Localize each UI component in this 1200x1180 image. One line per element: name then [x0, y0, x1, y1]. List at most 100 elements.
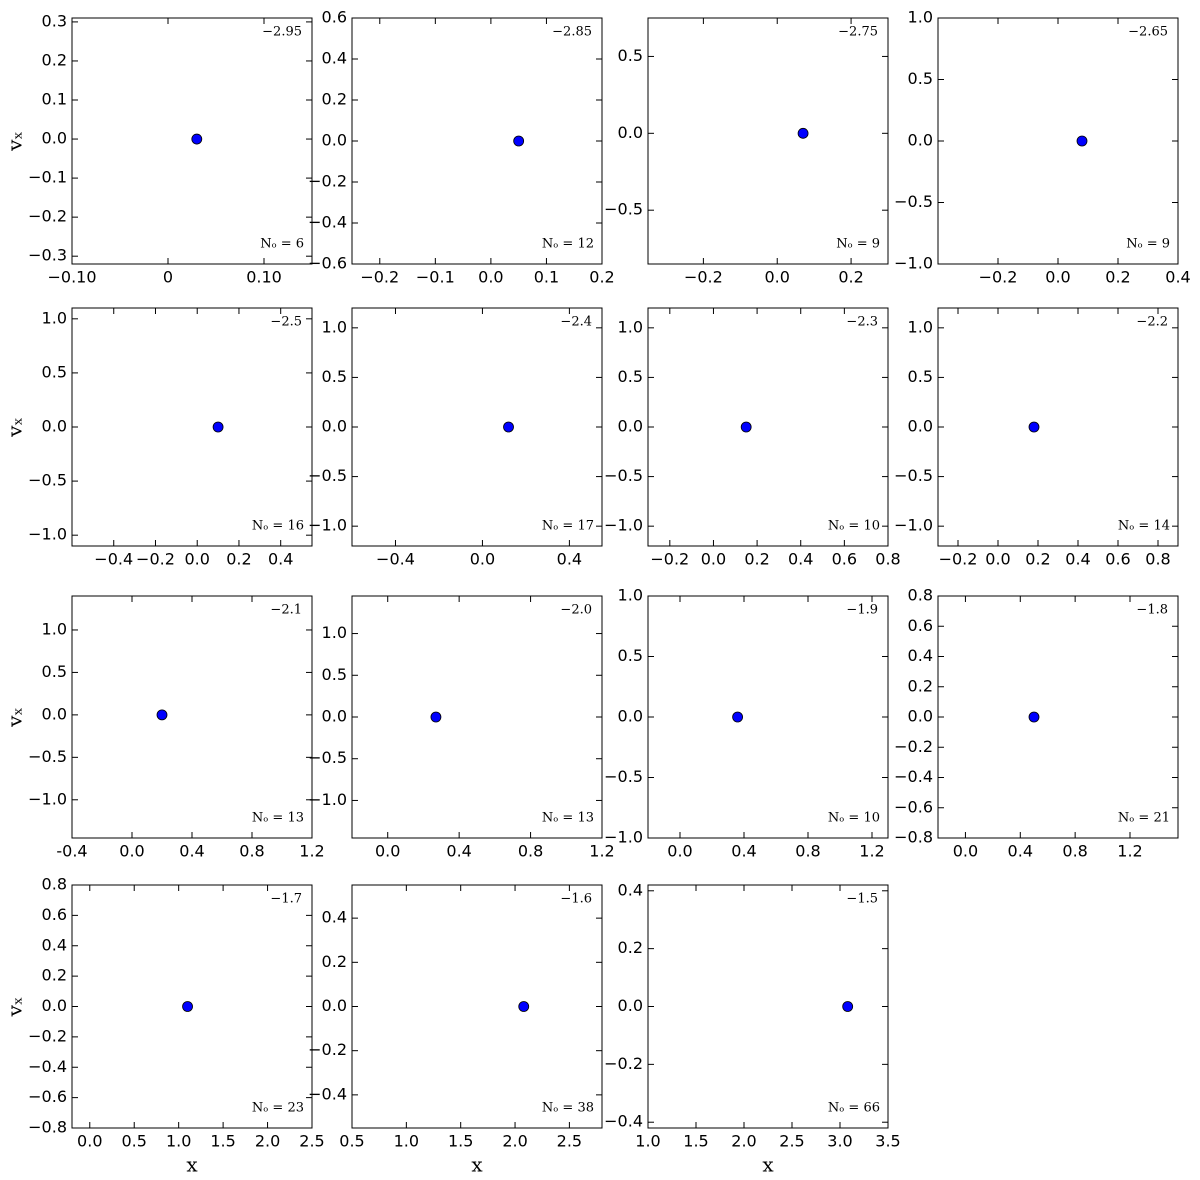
energy-label: −2.3	[846, 315, 878, 330]
energy-label: −2.65	[1128, 25, 1168, 40]
x-tick-label: 0.4	[1065, 550, 1090, 569]
y-tick-label: 0.6	[908, 616, 933, 635]
y-tick-label: 1.0	[42, 619, 67, 638]
y-tick-label: 0.4	[322, 908, 347, 927]
x-tick-label: 2.5	[779, 1132, 804, 1151]
x-tick-label: 2.0	[731, 1132, 756, 1151]
y-tick-label: −1.0	[308, 790, 347, 809]
y-tick-label: −0.4	[894, 767, 933, 786]
fixed-point	[191, 133, 203, 145]
fixed-point	[842, 1001, 854, 1012]
x-tick-label: −0.4	[94, 550, 133, 569]
x-tick-label: 2.0	[255, 1132, 280, 1151]
y-tick-label: 0.5	[618, 646, 643, 665]
y-tick-label: 0.5	[42, 362, 67, 381]
x-tick-label: 2.5	[557, 1132, 582, 1151]
y-tick-label: −0.8	[28, 1118, 67, 1137]
energy-label: −1.9	[846, 603, 878, 618]
y-tick-label: 0.0	[908, 707, 933, 726]
y-tick-label: 1.0	[618, 317, 643, 336]
x-tick-label: 3.5	[875, 1132, 900, 1151]
energy-label: −2.85	[552, 25, 592, 40]
y-tick-label: −0.5	[28, 747, 67, 766]
plot-frame	[351, 595, 603, 839]
y-tick-label: −0.2	[28, 207, 67, 226]
y-tick-label: −1.0	[28, 789, 67, 808]
plot-frame	[71, 307, 313, 547]
y-tick-label: 1.0	[908, 317, 933, 336]
y-tick-label: 0.0	[618, 123, 643, 142]
fixed-point	[518, 1001, 530, 1012]
orbit-count-label: Nₒ = 9	[836, 237, 880, 252]
y-tick-label: −0.2	[894, 737, 933, 756]
x-axis-label: x	[186, 1153, 198, 1177]
energy-label: −2.2	[1136, 315, 1168, 330]
x-tick-label: 0.4	[446, 842, 471, 861]
plot-frame	[937, 17, 1179, 265]
x-tick-label: 0.4	[557, 550, 582, 569]
orbit-count-label: Nₒ = 23	[252, 1101, 304, 1116]
y-tick-label: −1.0	[894, 516, 933, 535]
orbit-count-label: Nₒ = 66	[828, 1101, 880, 1116]
orbit-count-label: Nₒ = 6	[260, 237, 304, 252]
x-tick-label: 0.2	[1025, 550, 1050, 569]
x-tick-label: −0.2	[136, 550, 175, 569]
y-tick-label: 0.5	[322, 367, 347, 386]
y-tick-label: 0.5	[322, 665, 347, 684]
fixed-point	[797, 127, 809, 139]
x-tick-label: 0.8	[1145, 550, 1170, 569]
x-tick-label: 0.1	[534, 268, 559, 287]
x-tick-label: 1.2	[299, 842, 324, 861]
plot-frame	[937, 595, 1179, 839]
y-axis-label: vₓ	[3, 707, 27, 728]
x-tick-label: 0.0	[375, 842, 400, 861]
y-tick-label: 0.0	[322, 417, 347, 436]
x-tick-label: 0.4	[268, 550, 293, 569]
orbit-count-label: Nₒ = 21	[1118, 811, 1170, 826]
y-tick-label: −0.1	[28, 168, 67, 187]
x-tick-label: 0.6	[1105, 550, 1130, 569]
x-tick-label: 0.0	[985, 550, 1010, 569]
fixed-point	[1028, 421, 1040, 433]
x-tick-label: 0.2	[226, 550, 251, 569]
y-tick-label: −0.2	[308, 1040, 347, 1059]
x-axis-label: x	[762, 1153, 774, 1177]
x-tick-label: 0.10	[246, 268, 282, 287]
x-tick-label: 0.0	[478, 268, 503, 287]
energy-label: −2.4	[560, 315, 592, 330]
y-tick-label: −0.6	[28, 1087, 67, 1106]
x-tick-label: 0.4	[788, 550, 813, 569]
x-tick-label: 0.8	[518, 842, 543, 861]
x-tick-label: −0.2	[939, 550, 978, 569]
y-tick-label: 0.5	[908, 367, 933, 386]
energy-label: −1.6	[560, 892, 592, 907]
y-tick-label: −0.2	[28, 1026, 67, 1045]
y-tick-label: −0.5	[308, 748, 347, 767]
x-tick-label: 0.0	[77, 1132, 102, 1151]
x-tick-label: 0.4	[179, 842, 204, 861]
x-tick-label: 0.2	[1105, 268, 1130, 287]
x-tick-label: 1.2	[589, 842, 614, 861]
y-tick-label: −1.0	[894, 254, 933, 273]
energy-label: −1.8	[1136, 603, 1168, 618]
fixed-point	[503, 421, 514, 433]
plot-frame	[937, 307, 1179, 547]
y-tick-label: 0.0	[322, 131, 347, 150]
y-tick-label: −0.5	[894, 192, 933, 211]
x-tick-label: 0.8	[1062, 842, 1087, 861]
y-tick-label: −1.0	[604, 516, 643, 535]
x-tick-label: 0.6	[832, 550, 857, 569]
x-tick-label: -0.4	[56, 842, 87, 861]
orbit-count-label: Nₒ = 13	[542, 811, 594, 826]
fixed-point	[156, 709, 168, 721]
y-tick-label: 0.5	[618, 367, 643, 386]
y-tick-label: 0.5	[618, 46, 643, 65]
x-tick-label: 0.4	[1008, 842, 1033, 861]
fixed-point	[182, 1001, 193, 1012]
y-tick-label: 0.2	[908, 676, 933, 695]
x-tick-label: 0.5	[339, 1132, 364, 1151]
orbit-count-label: Nₒ = 10	[828, 811, 880, 826]
x-tick-label: 1.0	[635, 1132, 660, 1151]
energy-label: −1.7	[270, 892, 302, 907]
x-tick-label: 1.5	[683, 1132, 708, 1151]
